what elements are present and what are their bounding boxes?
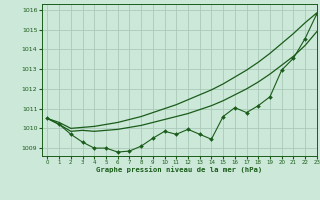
X-axis label: Graphe pression niveau de la mer (hPa): Graphe pression niveau de la mer (hPa) xyxy=(96,167,262,173)
